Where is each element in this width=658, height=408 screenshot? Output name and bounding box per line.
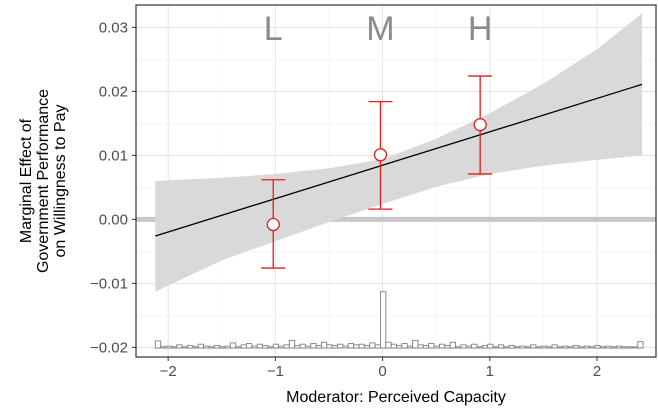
y-tick-label: 0.01 (99, 147, 128, 164)
histogram-bar (272, 343, 280, 349)
histogram-bar (380, 291, 387, 349)
histogram (154, 291, 644, 349)
histogram-bar (256, 343, 263, 349)
y-tick-label: 0.00 (99, 211, 128, 228)
histogram-bar (471, 343, 478, 349)
histogram-bar (401, 343, 408, 349)
binned-estimates (261, 75, 493, 269)
histogram-bar (154, 340, 162, 349)
y-axis-title-line: Government Performance (35, 89, 52, 273)
bin-point-M (373, 148, 388, 162)
y-tick-label: −0.02 (90, 339, 128, 356)
bin-point-L (266, 217, 280, 232)
histogram-bar (197, 343, 204, 349)
marginal-effect-line-segment (155, 83, 643, 237)
histogram-bar (347, 343, 355, 349)
bin-label-H: H (468, 10, 493, 48)
histogram-bar (245, 343, 253, 349)
x-tick-label: 2 (593, 363, 601, 380)
histogram-bar (299, 343, 306, 349)
bin-label-M: M (366, 10, 394, 48)
histogram-bar (390, 343, 397, 349)
histogram-bar (438, 343, 446, 349)
histogram-bar (358, 343, 365, 349)
histogram-bar (229, 342, 237, 349)
x-axis-ticks: −2 −1 0 1 2 (160, 357, 601, 380)
marginal-effect-line (155, 83, 643, 237)
histogram-bar (412, 339, 419, 349)
y-tick-label: 0.02 (99, 83, 128, 100)
x-tick-label: −2 (160, 363, 177, 380)
x-axis-title: Moderator: Perceived Capacity (286, 389, 506, 406)
histogram-bar (637, 341, 644, 349)
histogram-bar (369, 342, 376, 349)
histogram-bar (428, 343, 435, 349)
histogram-bar (288, 339, 296, 349)
histogram-bar (487, 343, 494, 349)
histogram-bar (310, 343, 317, 349)
histogram-bar (385, 341, 392, 349)
x-tick-label: 1 (486, 363, 494, 380)
y-axis-title-line: Marginal Effect of (18, 118, 35, 243)
y-tick-label: 0.03 (99, 19, 128, 36)
y-tick-label: −0.01 (90, 275, 128, 292)
histogram-bar (321, 341, 328, 349)
histogram-bar (449, 341, 456, 349)
panel-border (135, 4, 657, 358)
y-axis-title: Marginal Effect ofGovernment Performance… (18, 89, 69, 273)
x-tick-label: 0 (378, 363, 386, 380)
y-axis-title-line: on Willingness to Pay (52, 105, 69, 258)
bin-label-L: L (264, 10, 283, 48)
histogram-bar (337, 343, 344, 349)
y-axis-ticks: −0.02 −0.01 0.00 0.01 0.02 0.03 (90, 19, 136, 356)
x-tick-label: −1 (267, 363, 284, 380)
bin-point-H (473, 118, 487, 132)
